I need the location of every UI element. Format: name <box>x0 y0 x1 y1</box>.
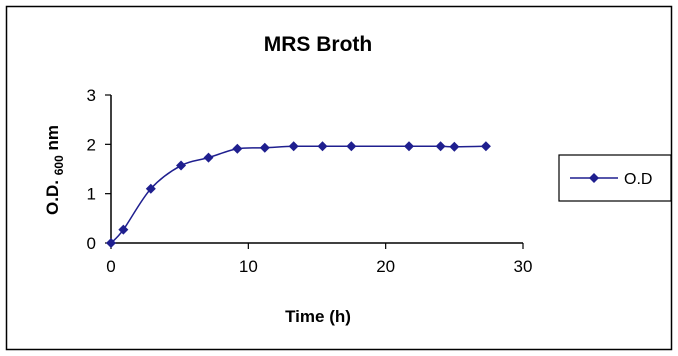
data-point-marker <box>232 143 243 154</box>
data-point-marker <box>106 238 116 248</box>
y-tick-label: 0 <box>87 234 96 253</box>
data-point-marker <box>145 183 156 194</box>
svg-text:O.D. 600 nm: O.D. 600 nm <box>43 125 67 215</box>
data-point-marker <box>317 141 328 152</box>
data-point-marker <box>404 141 415 152</box>
data-point-marker <box>203 152 214 163</box>
legend: O.D <box>558 154 672 202</box>
x-tick-label: 30 <box>514 257 533 276</box>
plot-area: 0 10 20 30 0 1 2 3 <box>87 86 533 276</box>
data-point-marker <box>259 142 270 153</box>
data-point-marker <box>449 141 460 152</box>
data-point-marker <box>176 160 187 171</box>
data-point-marker <box>118 224 129 235</box>
y-axis-label-suffix: nm <box>43 125 62 151</box>
x-tick-label: 20 <box>376 257 395 276</box>
data-point-marker <box>480 141 491 152</box>
legend-marker <box>589 173 599 183</box>
y-tick-label: 1 <box>87 185 96 204</box>
data-point-marker <box>346 141 357 152</box>
x-axis-label: Time (h) <box>285 307 351 326</box>
data-point-marker <box>288 141 299 152</box>
y-axis-label-prefix: O.D. <box>43 180 62 215</box>
y-axis-label-subscript: 600 <box>52 155 66 175</box>
data-point-marker <box>435 141 446 152</box>
x-tick-label: 0 <box>106 257 115 276</box>
y-tick-label: 2 <box>87 135 96 154</box>
y-tick-label: 3 <box>87 86 96 105</box>
chart-title: MRS Broth <box>264 33 373 56</box>
legend-label: O.D <box>624 171 652 188</box>
x-tick-label: 10 <box>239 257 258 276</box>
y-axis-label: O.D. 600 nm <box>43 125 67 215</box>
